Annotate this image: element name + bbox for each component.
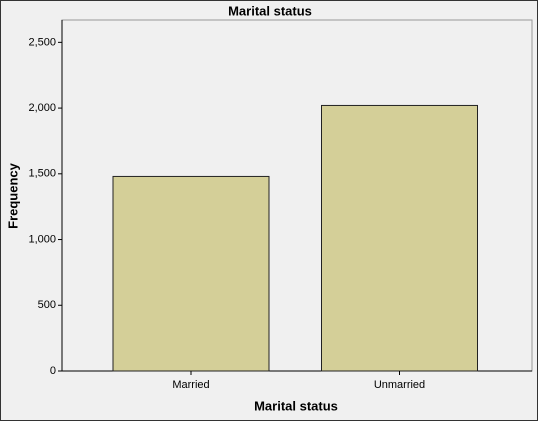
y-tick-label: 500 [38, 299, 56, 311]
y-tick-label: 2,000 [28, 102, 56, 114]
x-tick-label: Unmarried [374, 379, 425, 391]
y-tick-label: 2,500 [28, 36, 56, 48]
bar [321, 104, 478, 372]
y-tick-label: 1,500 [28, 168, 56, 180]
y-tick-label: 0 [50, 365, 56, 377]
y-tick-label: 1,000 [28, 233, 56, 245]
x-axis-label: Marital status [254, 398, 338, 413]
y-axis-label: Frequency [5, 162, 20, 229]
bar [112, 175, 270, 372]
x-tick-label: Married [172, 379, 209, 391]
chart-title: Marital status [228, 3, 312, 18]
